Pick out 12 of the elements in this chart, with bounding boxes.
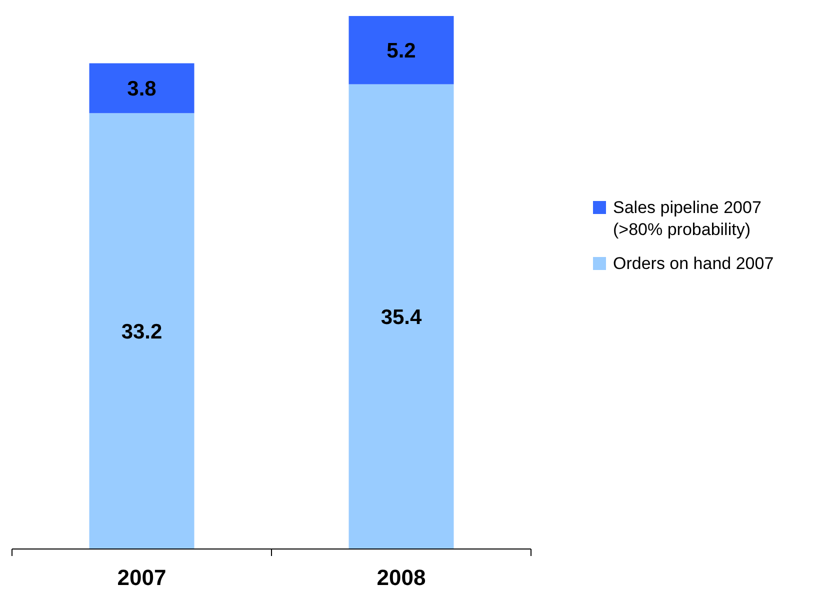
legend-label: Orders on hand 2007 [613,254,774,273]
data-label: 5.2 [386,39,416,62]
bar [348,84,454,549]
data-label: 33.2 [121,320,162,344]
legend-label: Sales pipeline 2007 (>80% probability) [613,198,762,239]
bar [89,63,194,114]
data-label: 3.8 [127,78,157,101]
bar [348,16,454,84]
x-tick-label: 2007 [117,565,166,590]
data-label: 35.4 [380,306,422,329]
x-tick-label: 2008 [376,565,426,590]
bar [89,113,194,549]
